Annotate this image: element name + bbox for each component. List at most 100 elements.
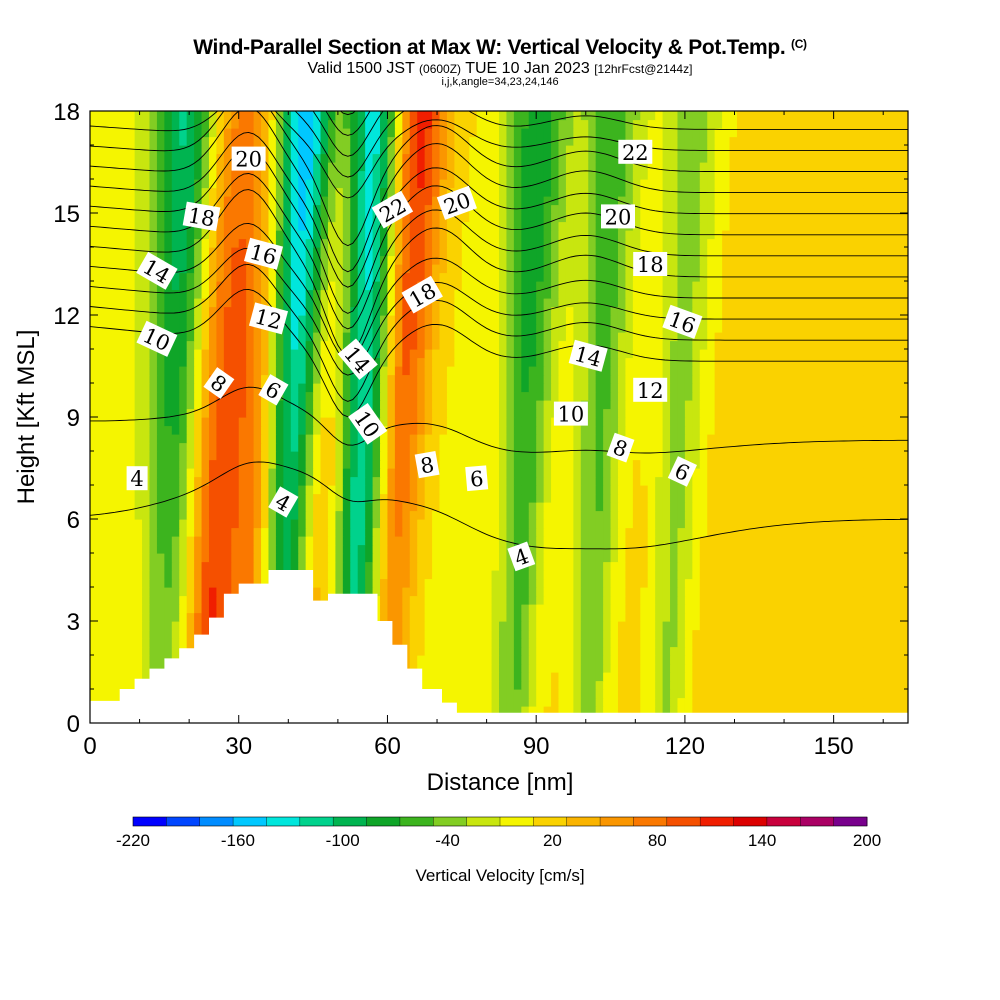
velocity-cell: [863, 706, 872, 716]
velocity-cell: [186, 561, 195, 571]
velocity-cell: [171, 621, 180, 631]
velocity-cell: [327, 357, 336, 367]
velocity-cell: [670, 697, 679, 707]
velocity-cell: [134, 340, 143, 350]
velocity-cell: [655, 485, 664, 495]
velocity-cell: [469, 510, 478, 520]
velocity-cell: [803, 655, 812, 665]
velocity-cell: [149, 570, 158, 580]
velocity-cell: [424, 595, 433, 605]
velocity-cell: [112, 655, 121, 665]
velocity-cell: [878, 349, 887, 359]
velocity-cell: [454, 544, 463, 554]
velocity-cell: [625, 510, 634, 520]
velocity-cell: [238, 374, 247, 384]
velocity-cell: [164, 366, 173, 376]
velocity-cell: [506, 340, 515, 350]
velocity-cell: [707, 434, 716, 444]
velocity-cell: [655, 570, 664, 580]
velocity-cell: [536, 544, 545, 554]
velocity-cell: [90, 493, 99, 503]
velocity-cell: [900, 629, 908, 639]
velocity-cell: [677, 680, 686, 690]
velocity-cell: [707, 383, 716, 393]
velocity-cell: [142, 621, 151, 631]
velocity-cell: [521, 519, 530, 529]
velocity-cell: [796, 672, 805, 682]
velocity-cell: [119, 536, 128, 546]
velocity-cell: [848, 340, 857, 350]
velocity-cell: [878, 689, 887, 699]
velocity-cell: [171, 578, 180, 588]
velocity-cell: [551, 672, 560, 682]
velocity-cell: [112, 672, 121, 682]
velocity-cell: [662, 663, 671, 673]
velocity-cell: [327, 510, 336, 520]
velocity-cell: [640, 417, 649, 427]
velocity-cell: [484, 476, 493, 486]
velocity-cell: [402, 544, 411, 554]
velocity-cell: [290, 434, 299, 444]
velocity-cell: [818, 544, 827, 554]
velocity-cell: [603, 638, 612, 648]
velocity-cell: [870, 425, 879, 435]
velocity-cell: [714, 561, 723, 571]
velocity-cell: [164, 493, 173, 503]
velocity-cell: [543, 357, 552, 367]
velocity-cell: [142, 672, 151, 682]
velocity-cell: [759, 689, 768, 699]
velocity-cell: [833, 663, 842, 673]
velocity-cell: [238, 357, 247, 367]
velocity-cell: [208, 536, 218, 546]
velocity-cell: [424, 391, 433, 401]
velocity-cell: [885, 655, 894, 665]
velocity-cell: [640, 570, 649, 580]
velocity-cell: [751, 621, 760, 631]
velocity-cell: [863, 383, 872, 393]
velocity-cell: [149, 612, 158, 622]
velocity-cell: [647, 340, 656, 350]
velocity-cell: [684, 510, 693, 520]
velocity-cell: [536, 621, 545, 631]
velocity-cell: [796, 366, 805, 376]
velocity-cell: [521, 672, 530, 682]
velocity-cell: [603, 689, 612, 699]
velocity-cell: [119, 672, 128, 682]
velocity-cell: [142, 417, 151, 427]
velocity-cell: [491, 391, 500, 401]
velocity-cell: [231, 383, 240, 393]
velocity-cell: [499, 459, 508, 469]
velocity-cell: [194, 561, 203, 571]
velocity-cell: [179, 442, 188, 452]
velocity-cell: [744, 604, 753, 614]
velocity-cell: [216, 400, 225, 410]
velocity-cell: [781, 612, 790, 622]
velocity-cell: [536, 672, 545, 682]
velocity-cell: [499, 612, 508, 622]
velocity-cell: [610, 349, 619, 359]
velocity-cell: [506, 510, 515, 520]
velocity-cell: [662, 689, 671, 699]
velocity-cell: [900, 417, 908, 427]
velocity-cell: [156, 383, 165, 393]
velocity-cell: [201, 451, 210, 461]
velocity-cell: [156, 536, 165, 546]
velocity-cell: [528, 621, 537, 631]
velocity-cell: [536, 366, 545, 376]
velocity-cell: [90, 612, 99, 622]
velocity-cell: [119, 655, 128, 665]
velocity-cell: [253, 570, 262, 580]
velocity-cell: [893, 519, 902, 529]
velocity-cell: [803, 468, 812, 478]
velocity-cell: [171, 408, 180, 418]
velocity-cell: [617, 527, 627, 537]
velocity-cell: [536, 442, 545, 452]
velocity-cell: [729, 425, 738, 435]
velocity-cell: [565, 553, 574, 563]
velocity-cell: [275, 553, 284, 563]
velocity-cell: [655, 442, 664, 452]
velocity-cell: [670, 672, 679, 682]
velocity-cell: [789, 442, 798, 452]
velocity-cell: [528, 434, 537, 444]
velocity-cell: [469, 706, 478, 716]
